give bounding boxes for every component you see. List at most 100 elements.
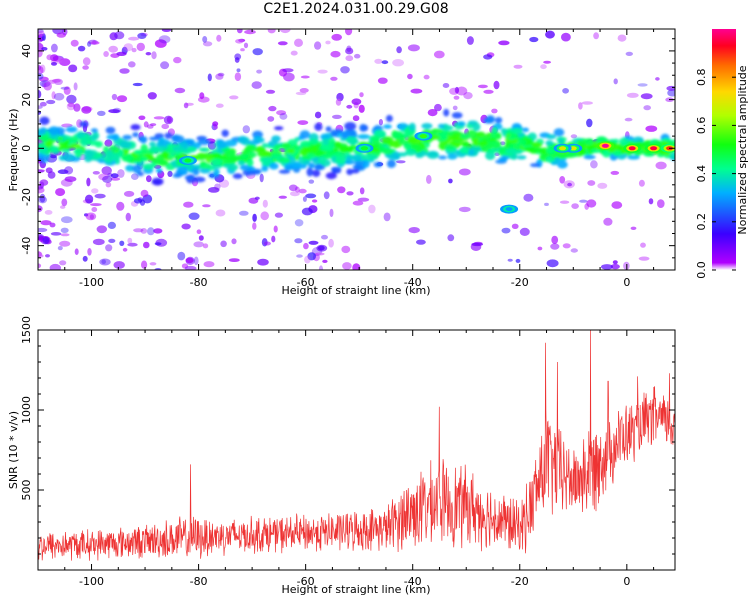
spectrogram-noise-cell bbox=[196, 229, 202, 234]
spectrogram-noise-cell bbox=[252, 222, 257, 230]
spectrogram-noise-cell bbox=[325, 40, 331, 45]
spectrogram-noise-cell bbox=[85, 212, 97, 221]
spectrogram-noise-cell bbox=[173, 56, 182, 64]
bottom-xtick-label: -100 bbox=[79, 575, 104, 588]
spectrogram-noise-cell bbox=[63, 86, 71, 95]
spectrogram-noise-cell bbox=[586, 199, 597, 208]
spectrogram-noise-cell bbox=[108, 45, 118, 53]
spectrogram-ridge-cell bbox=[213, 168, 220, 176]
spectrogram-ridge-cell bbox=[357, 134, 370, 140]
spectrogram-ridge-cell bbox=[437, 123, 445, 129]
spectrogram-ridge-cell bbox=[133, 149, 143, 155]
spectrogram-noise-cell bbox=[610, 170, 620, 175]
spectrogram-noise-cell bbox=[611, 201, 623, 209]
spectrogram-noise-cell bbox=[458, 168, 471, 176]
spectrogram-noise-cell bbox=[49, 222, 56, 228]
spectrogram-ridge-cell bbox=[353, 160, 365, 165]
spectrogram-noise-cell bbox=[101, 166, 112, 175]
spectrogram-noise-cell bbox=[183, 201, 194, 208]
spectrogram-ridge-cell bbox=[347, 136, 358, 146]
spectrogram-noise-cell bbox=[351, 98, 362, 105]
spectrogram-noise-cell bbox=[359, 187, 365, 195]
spectrogram-noise-cell bbox=[593, 32, 599, 40]
spectrogram-ridge-cell bbox=[224, 139, 238, 147]
spectrogram-noise-cell bbox=[128, 36, 140, 41]
spectrogram-noise-cell bbox=[108, 238, 116, 243]
spectrogram-noise-cell bbox=[378, 119, 383, 126]
spectrogram-noise-cell bbox=[613, 78, 618, 85]
spectrogram-noise-cell bbox=[648, 198, 654, 205]
spectrogram-noise-cell bbox=[64, 176, 77, 183]
spectrogram-noise-cell bbox=[90, 41, 100, 45]
spectrogram-ridge-cell bbox=[498, 156, 508, 162]
spectrogram-noise-cell bbox=[110, 173, 119, 179]
spectrogram-noise-cell bbox=[330, 76, 338, 81]
spectrogram-noise-cell bbox=[151, 51, 157, 60]
spectrogram-ridge-cell bbox=[301, 155, 311, 160]
spectrogram-noise-cell bbox=[297, 120, 309, 125]
spectrogram-noise-cell bbox=[454, 86, 459, 94]
spectrogram-noise-cell bbox=[116, 51, 127, 57]
spectrogram-ridge-cell bbox=[65, 126, 78, 133]
spectrogram-noise-cell bbox=[288, 184, 298, 192]
spectrogram-ridge-cell bbox=[223, 159, 235, 165]
spectrogram-noise-cell bbox=[212, 121, 219, 127]
spectrogram-noise-cell bbox=[107, 221, 116, 229]
spectrogram-noise-cell bbox=[38, 90, 42, 99]
spectrogram-ridge-cell bbox=[632, 136, 644, 144]
spectrogram-noise-cell bbox=[101, 259, 106, 265]
spectrogram-noise-cell bbox=[229, 95, 239, 100]
spectrogram-ridge-cell bbox=[177, 166, 188, 175]
spectrogram-noise-cell bbox=[122, 247, 128, 252]
spectrogram-noise-cell bbox=[38, 169, 45, 173]
bottom-ytick-label: 1000 bbox=[20, 396, 33, 424]
spectrogram-noise-cell bbox=[561, 32, 571, 42]
spectrogram-noise-cell bbox=[523, 193, 534, 202]
spectrogram-noise-cell bbox=[625, 51, 633, 57]
spectrogram-noise-cell bbox=[96, 225, 108, 234]
spectrogram-ridge-cell bbox=[322, 138, 330, 146]
spectrogram-ridge-cell bbox=[550, 161, 559, 166]
chart-title: C2E1.2024.031.00.29.G08 bbox=[263, 1, 449, 17]
spectrogram-noise-cell bbox=[359, 92, 364, 98]
spectrogram-noise-cell bbox=[254, 196, 260, 200]
spectrogram-ridge-cell bbox=[271, 135, 281, 143]
spectrogram-ridge-cell bbox=[274, 126, 284, 131]
spectrogram-noise-cell bbox=[501, 227, 511, 234]
spectrogram-noise-cell bbox=[493, 80, 500, 90]
spectrogram-ridge-cell bbox=[332, 169, 342, 174]
spectrogram-noise-cell bbox=[102, 175, 113, 183]
spectrogram-ridge-cell bbox=[221, 129, 229, 137]
spectrogram-noise-cell bbox=[127, 237, 133, 244]
spectrogram-noise-cell bbox=[259, 173, 264, 183]
spectrogram-noise-cell bbox=[185, 257, 194, 264]
spectrogram-noise-cell bbox=[202, 41, 213, 47]
spectrogram-noise-cell bbox=[307, 252, 317, 261]
spectrogram-noise-cell bbox=[335, 98, 342, 106]
spectrogram-peak bbox=[628, 146, 636, 151]
spectrogram-ridge-cell bbox=[121, 154, 134, 162]
spectrogram-ridge-cell bbox=[362, 154, 375, 161]
spectrogram-peak-layer bbox=[178, 131, 675, 214]
spectrogram-noise-cell bbox=[447, 234, 455, 242]
spectrogram-ridge-cell bbox=[530, 163, 541, 168]
spectrogram-noise-cell bbox=[498, 40, 510, 46]
spectrogram-ridge-cell bbox=[261, 165, 269, 172]
spectrogram-noise-cell bbox=[352, 200, 364, 206]
spectrogram-ridge-cell bbox=[39, 116, 50, 126]
spectrogram-noise-cell bbox=[578, 102, 583, 110]
spectrogram-noise-cell bbox=[234, 72, 242, 81]
spectrogram-ridge-cell bbox=[421, 123, 433, 129]
spectrogram-ridge-cell bbox=[309, 139, 319, 145]
spectrogram-noise-cell bbox=[267, 29, 276, 34]
spectrogram-noise-cell bbox=[537, 246, 543, 251]
spectrogram-noise-cell bbox=[215, 209, 226, 217]
spectrogram-noise-cell bbox=[545, 30, 555, 39]
spectrogram-noise-cell bbox=[368, 204, 376, 214]
spectrogram-ridge-cell bbox=[590, 148, 602, 154]
spectrogram-noise-cell bbox=[586, 118, 593, 128]
spectrogram-noise-cell bbox=[274, 212, 283, 218]
spectrogram-noise-cell bbox=[357, 197, 370, 202]
spectrogram-ridge-cell bbox=[468, 148, 475, 156]
spectrogram-ridge-cell bbox=[57, 145, 71, 150]
